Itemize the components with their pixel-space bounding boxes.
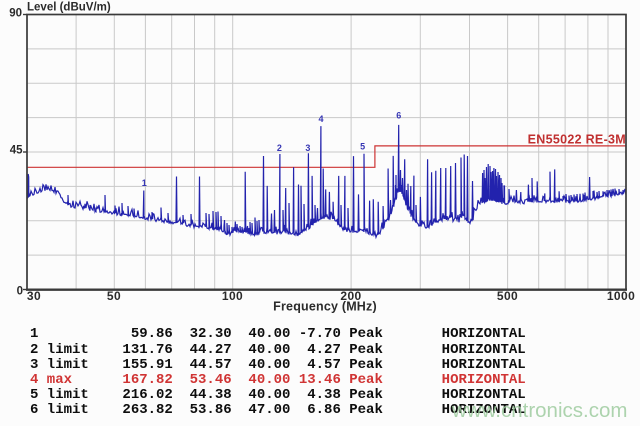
svg-text:3: 3	[305, 143, 310, 153]
svg-text:6: 6	[396, 111, 401, 121]
svg-text:50: 50	[107, 289, 121, 303]
svg-text:1: 1	[142, 178, 147, 188]
svg-text:1000: 1000	[607, 289, 635, 303]
svg-text:5: 5	[360, 142, 365, 152]
svg-text:200: 200	[340, 289, 361, 303]
svg-text:Level (dBuV/m): Level (dBuV/m)	[27, 2, 111, 14]
svg-text:0: 0	[17, 286, 23, 298]
svg-text:45: 45	[10, 145, 23, 157]
svg-text:EN55022 RE-3M: EN55022 RE-3M	[528, 133, 626, 147]
svg-text:2: 2	[277, 143, 282, 153]
svg-text:4: 4	[318, 114, 323, 124]
svg-text:90: 90	[9, 7, 22, 19]
svg-text:100: 100	[222, 289, 243, 303]
svg-text:Frequency (MHz): Frequency (MHz)	[273, 300, 377, 314]
svg-text:30: 30	[27, 289, 41, 303]
svg-text:500: 500	[497, 289, 518, 303]
